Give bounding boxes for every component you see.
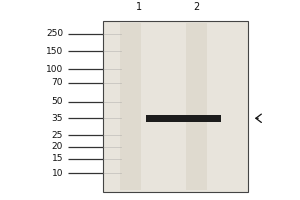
Text: 100: 100 (46, 65, 63, 74)
Text: 1: 1 (136, 2, 142, 12)
Text: 25: 25 (52, 131, 63, 140)
Text: 250: 250 (46, 29, 63, 38)
Text: 150: 150 (46, 47, 63, 56)
Bar (146, 115, 220, 122)
Text: 35: 35 (52, 114, 63, 123)
Text: 50: 50 (52, 97, 63, 106)
Text: 20: 20 (52, 142, 63, 151)
Text: 15: 15 (52, 154, 63, 163)
Text: 2: 2 (194, 2, 200, 12)
Bar (120, 23, 141, 190)
Bar (186, 23, 207, 190)
Bar (103, 21, 248, 192)
Text: 70: 70 (52, 78, 63, 87)
Text: 10: 10 (52, 169, 63, 178)
